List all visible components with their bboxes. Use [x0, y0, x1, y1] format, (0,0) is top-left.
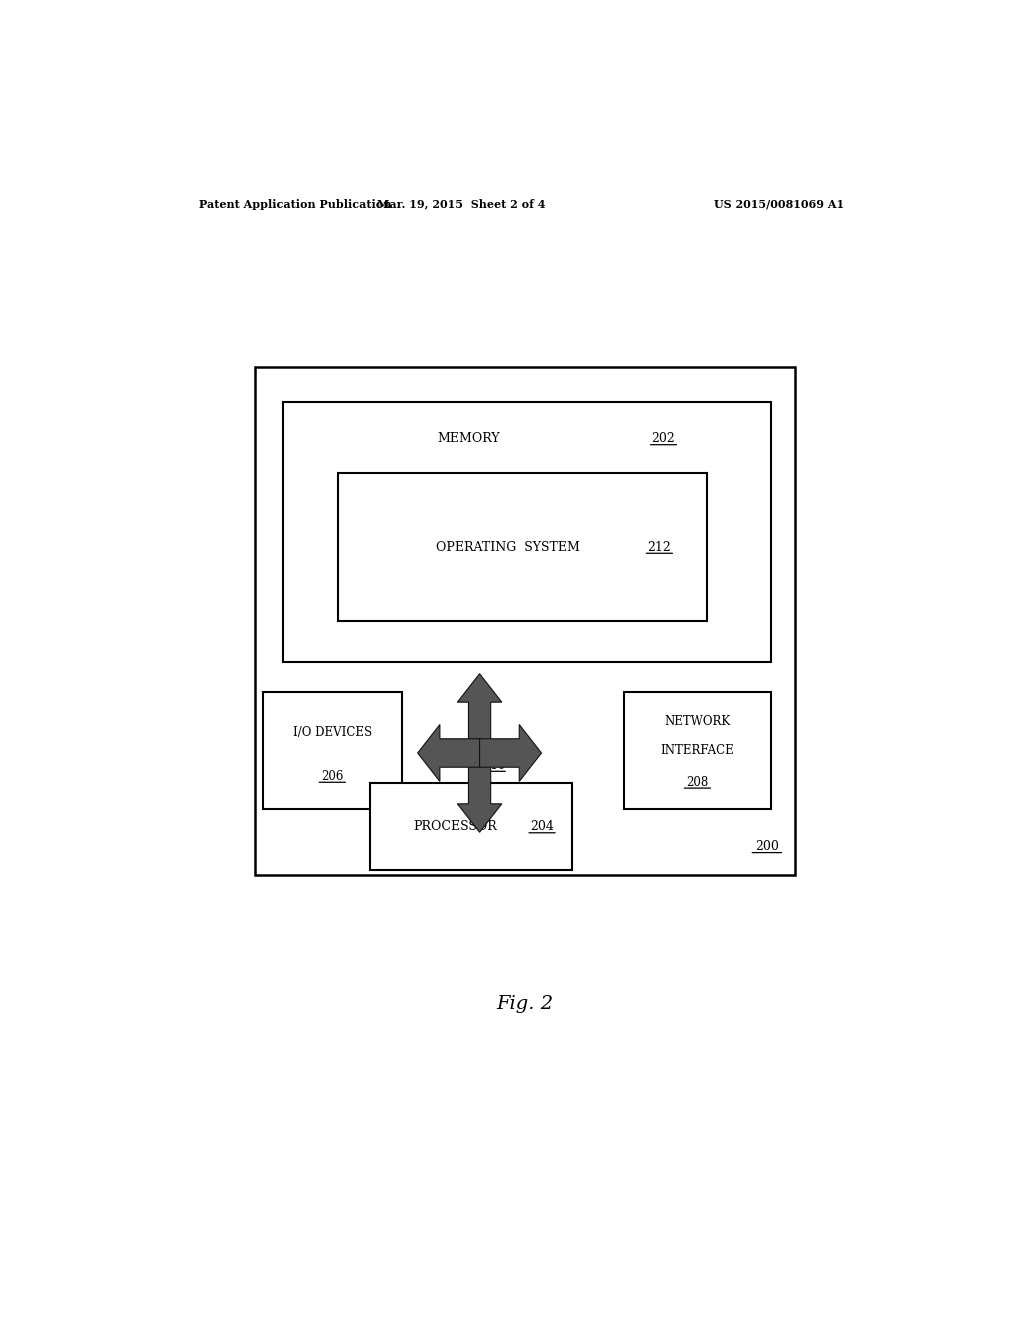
Bar: [263, 692, 401, 809]
Bar: [624, 692, 771, 809]
Text: Patent Application Publication: Patent Application Publication: [200, 198, 392, 210]
Text: NETWORK: NETWORK: [665, 714, 730, 727]
Text: 206: 206: [322, 770, 343, 783]
Bar: [338, 474, 708, 620]
Text: 200: 200: [755, 840, 779, 853]
Text: 208: 208: [686, 776, 709, 788]
Text: Mar. 19, 2015  Sheet 2 of 4: Mar. 19, 2015 Sheet 2 of 4: [377, 198, 546, 210]
Polygon shape: [479, 725, 542, 781]
Text: 202: 202: [651, 432, 675, 445]
Bar: [370, 784, 572, 870]
Polygon shape: [418, 725, 479, 781]
Text: PROCESSOR: PROCESSOR: [413, 820, 497, 833]
Polygon shape: [458, 673, 502, 752]
Bar: [255, 367, 795, 875]
Text: 204: 204: [530, 820, 554, 833]
Text: Fig. 2: Fig. 2: [497, 995, 553, 1012]
Text: 210: 210: [482, 759, 505, 772]
Polygon shape: [458, 752, 502, 833]
Text: MEMORY: MEMORY: [437, 432, 500, 445]
Text: US 2015/0081069 A1: US 2015/0081069 A1: [714, 198, 844, 210]
Text: INTERFACE: INTERFACE: [660, 744, 734, 756]
Bar: [283, 403, 771, 661]
Text: OPERATING  SYSTEM: OPERATING SYSTEM: [436, 541, 580, 553]
Text: I/O DEVICES: I/O DEVICES: [293, 726, 372, 739]
Text: 212: 212: [647, 541, 671, 553]
